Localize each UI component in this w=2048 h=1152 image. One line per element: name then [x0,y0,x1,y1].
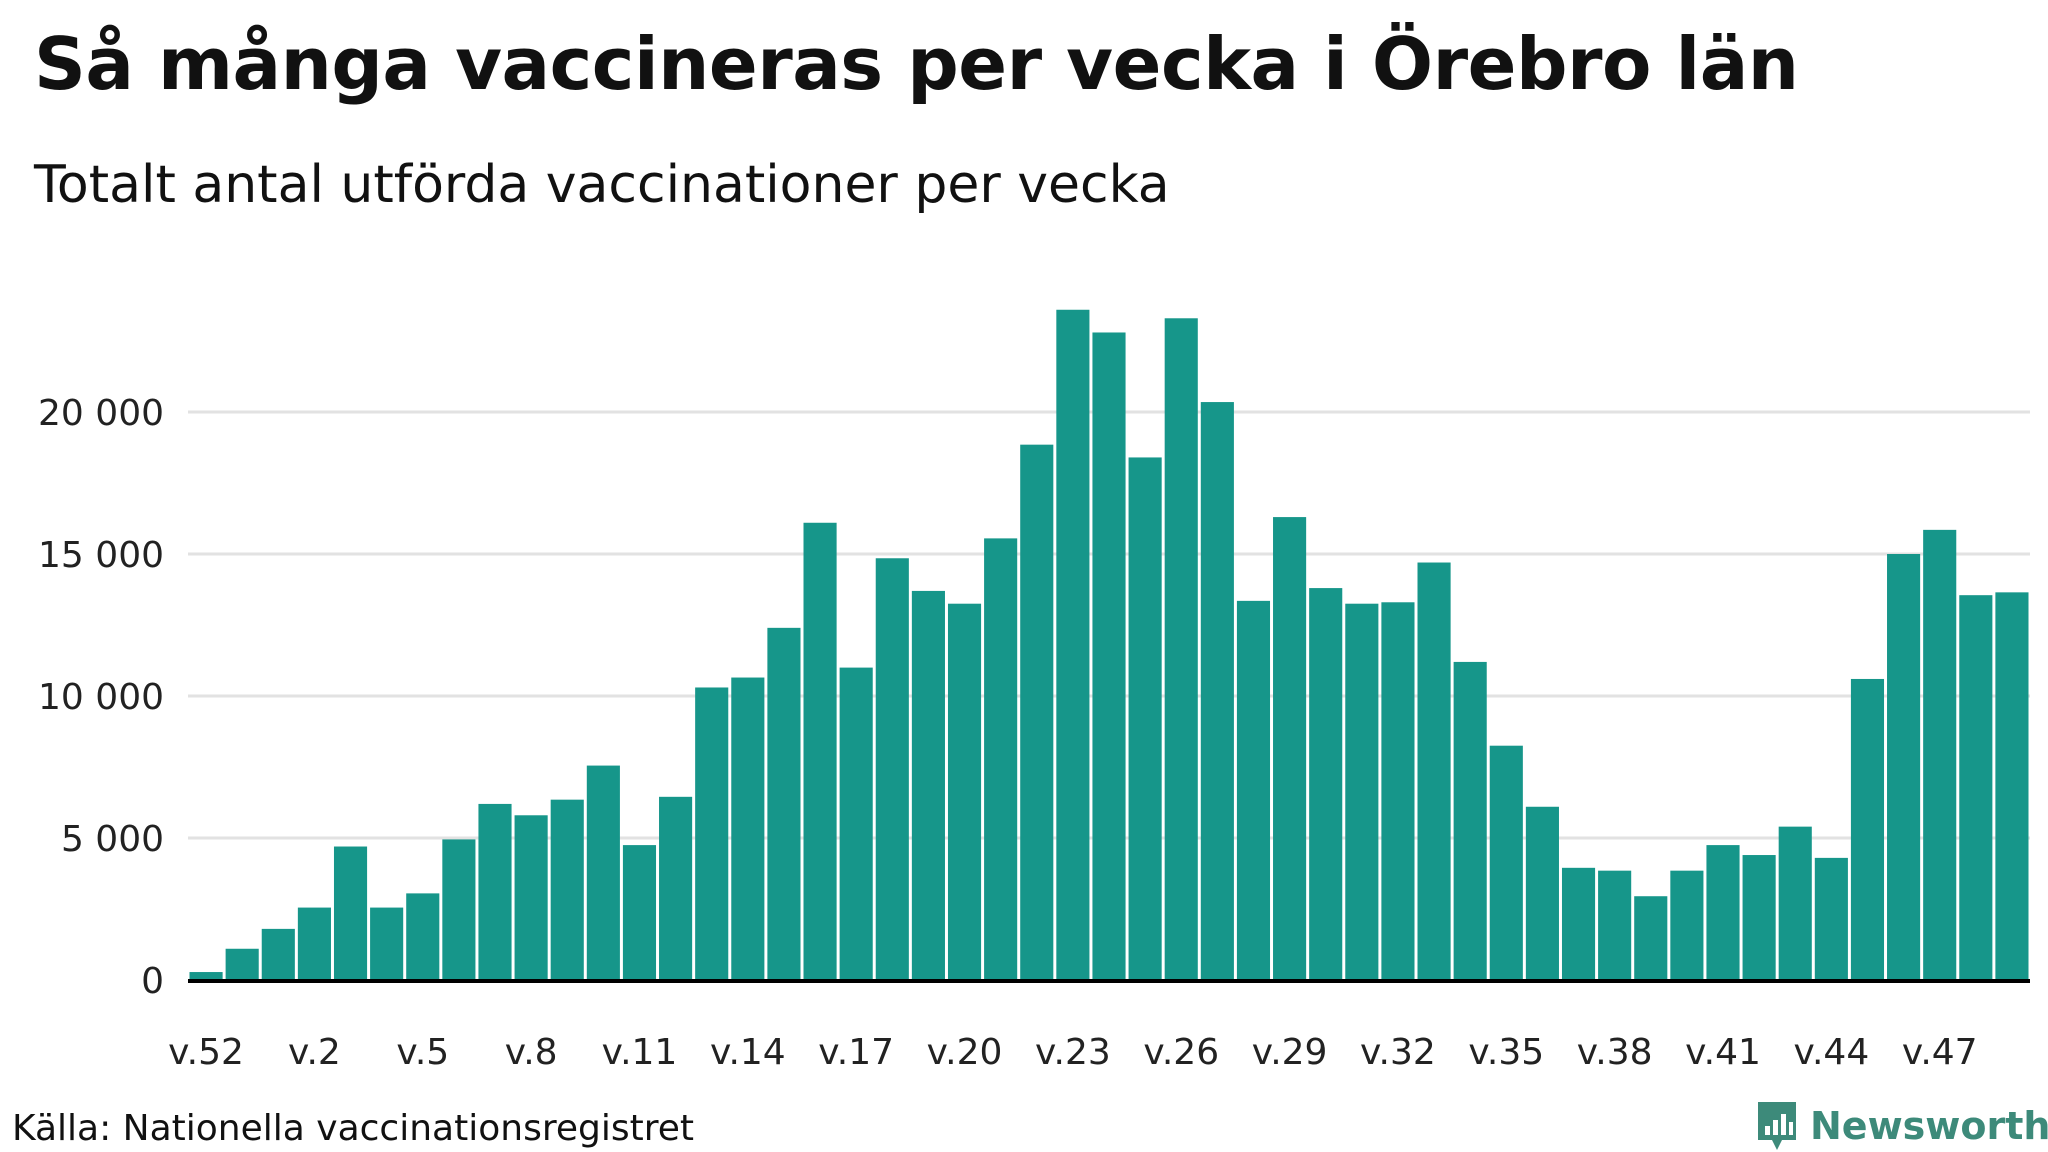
bar-v.23 [1056,309,1090,980]
bar-v.31 [1345,603,1379,980]
bar-v.15 [767,627,801,980]
bar-v.28 [1236,600,1271,980]
x-tick-label: v.14 [710,1032,786,1073]
bar-v.30 [1309,588,1343,980]
y-tick-label: 10 000 [38,677,164,718]
x-tick-label: v.26 [1143,1032,1219,1073]
bar-v.1 [261,928,295,980]
bar-v.38 [1598,870,1632,980]
bar-v.32 [1381,602,1415,980]
x-tick-label: v.23 [1035,1032,1111,1073]
bar-v.2 [297,907,331,980]
bar-v.39 [1634,896,1668,980]
x-tick-label: v.20 [927,1032,1003,1073]
bar-v.49 [1995,592,2029,980]
x-tick-label: v.35 [1468,1032,1544,1073]
bar-v.42 [1742,855,1776,980]
x-tick-label: v.32 [1360,1032,1436,1073]
brand-logo: Newsworthy [1756,1100,2048,1152]
bar-v.34 [1453,661,1487,980]
bars [189,309,2029,981]
bar-v.35 [1489,745,1523,980]
bar-v.18 [875,558,909,980]
newsworthy-logo-icon [1758,1102,1796,1150]
x-tick-label: v.47 [1902,1032,1978,1073]
bar-v.7 [478,803,512,980]
bar-v.36 [1525,806,1559,980]
bar-v.46 [1887,554,1921,980]
bar-v.6 [442,839,476,980]
bar-v.5 [406,893,440,980]
bar-v.10 [586,765,620,980]
bar-v.19 [911,590,945,980]
bar-v.53 [225,948,259,980]
bar-v.26 [1164,318,1198,980]
bar-v.21 [984,538,1018,980]
chart-title: Så många vaccineras per vecka i Örebro l… [34,22,1799,106]
bar-v.43 [1778,826,1812,980]
x-tick-label: v.29 [1252,1032,1328,1073]
bar-v.27 [1200,402,1234,980]
x-tick-label: v.8 [505,1032,558,1073]
source-note: Källa: Nationella vaccinationsregistret [12,1108,694,1149]
bar-v.17 [839,667,873,980]
bar-v.9 [550,799,584,980]
bar-v.16 [803,522,837,980]
x-tick-label: v.5 [396,1032,449,1073]
x-axis-ticks: v.52 v.2 v.5 v.8 v.11 v.14 v.17 v.20 v.23 v.26 v.2… [168,1032,1977,1073]
bar-v.24 [1092,332,1126,981]
x-tick-label: v.2 [288,1032,341,1073]
bar-v.37 [1561,867,1596,980]
bar-v.41 [1706,845,1740,980]
y-tick-label: 5 000 [61,819,164,860]
bar-v.22 [1020,444,1054,980]
bar-v.3 [333,846,368,980]
bar-v.47 [1923,529,1957,980]
x-tick-label: v.52 [168,1032,244,1073]
y-tick-label: 0 [141,961,164,1002]
bar-v.25 [1128,457,1162,980]
bar-v.33 [1417,562,1451,980]
bar-v.11 [622,845,657,980]
y-tick-label: 15 000 [38,535,164,576]
bar-v.4 [370,907,404,980]
bar-v.12 [659,796,693,980]
bar-v.20 [947,603,982,980]
bar-v.8 [514,815,548,980]
brand-name: Newsworthy [1810,1104,2048,1148]
bar-v.13 [695,687,729,980]
bar-v.45 [1850,678,1885,980]
bar-v.48 [1959,595,1993,980]
bar-v.40 [1670,870,1704,980]
chart-subtitle: Totalt antal utförda vaccinationer per v… [34,155,1170,215]
x-tick-label: v.44 [1793,1032,1869,1073]
y-tick-label: 20 000 [38,393,164,434]
bar-v.52 [189,972,223,980]
x-tick-label: v.11 [602,1032,678,1073]
x-tick-label: v.38 [1577,1032,1653,1073]
bar-v.14 [731,677,765,980]
bar-v.44 [1814,857,1848,980]
bar-v.29 [1273,517,1307,980]
x-tick-label: v.17 [818,1032,894,1073]
y-axis-ticks: 0 5 000 10 000 15 000 20 000 [38,393,164,1002]
x-tick-label: v.41 [1685,1032,1761,1073]
